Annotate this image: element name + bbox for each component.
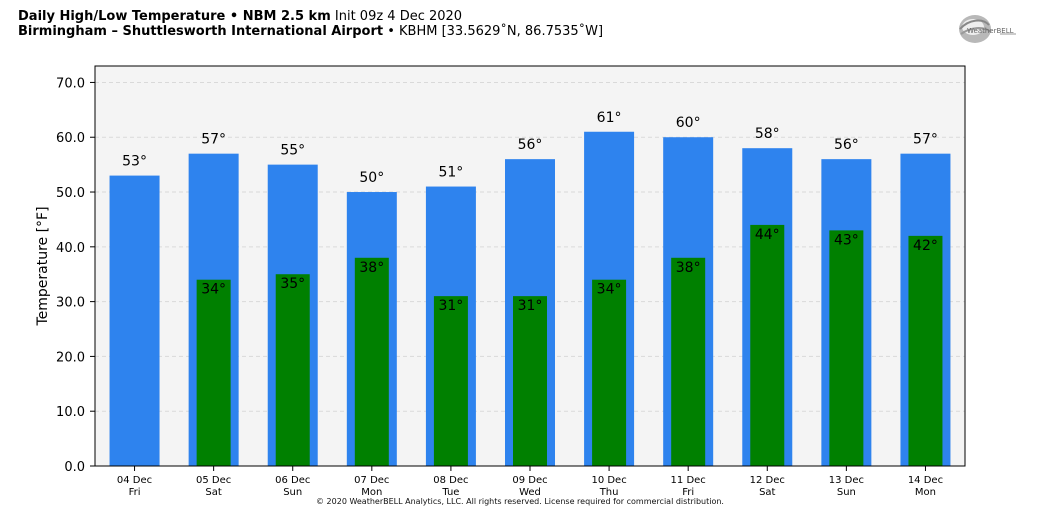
- bars: [109, 131, 951, 467]
- x-weekday-label: Wed: [519, 487, 541, 498]
- high-temp-label: 56°: [834, 137, 859, 153]
- chart-title: Daily High/Low Temperature • NBM 2.5 km: [18, 9, 331, 24]
- low-temp-bar: [829, 230, 864, 466]
- low-temp-label: 44°: [755, 227, 780, 243]
- x-date-label: 10 Dec: [591, 475, 626, 486]
- title-line: Daily High/Low Temperature • NBM 2.5 km …: [18, 9, 603, 24]
- low-temp-bar: [750, 224, 785, 466]
- low-temp-label: 34°: [597, 282, 622, 298]
- weatherbell-logo-mark: WeatherBELL: [959, 15, 1016, 43]
- x-date-label: 11 Dec: [671, 475, 706, 486]
- low-temp-bar: [196, 279, 231, 466]
- x-weekday-label: Mon: [361, 487, 382, 498]
- y-tick-label: 30.0: [56, 296, 85, 311]
- low-temp-bar: [433, 296, 468, 466]
- low-temp-label: 31°: [438, 298, 463, 314]
- y-tick-label: 20.0: [56, 350, 85, 365]
- y-tick-label: 50.0: [56, 186, 85, 201]
- high-temp-label: 57°: [201, 132, 226, 148]
- value-labels: 53° 57° 34° 55° 35° 50° 38° 51° 31° 56° 31° 61° 34° 6…: [122, 110, 938, 314]
- high-temp-bar: [109, 175, 160, 466]
- x-date-label: 08 Dec: [433, 475, 468, 486]
- high-temp-label: 55°: [280, 143, 305, 159]
- low-temp-bar: [275, 274, 310, 466]
- axes: 0.010.020.030.040.050.060.070.004 DecFri…: [56, 65, 966, 498]
- high-temp-label: 60°: [676, 115, 701, 131]
- x-weekday-label: Fri: [129, 487, 141, 498]
- x-date-label: 09 Dec: [512, 475, 547, 486]
- x-weekday-label: Thu: [599, 487, 619, 498]
- low-temp-label: 31°: [518, 298, 543, 314]
- x-date-label: 14 Dec: [908, 475, 943, 486]
- high-temp-label: 50°: [359, 170, 384, 186]
- high-temp-label: 58°: [755, 126, 780, 142]
- low-temp-bar: [908, 235, 943, 466]
- location-line: Birmingham – Shuttlesworth International…: [18, 24, 603, 39]
- low-temp-label: 38°: [676, 260, 701, 276]
- y-tick-label: 10.0: [56, 405, 85, 420]
- low-temp-bar: [513, 296, 547, 466]
- x-date-label: 13 Dec: [829, 475, 864, 486]
- low-temp-label: 38°: [359, 260, 384, 276]
- low-temp-label: 43°: [834, 232, 859, 248]
- x-date-label: 12 Dec: [750, 475, 785, 486]
- init-time: Init 09z 4 Dec 2020: [330, 9, 463, 24]
- high-temp-label: 56°: [518, 137, 543, 153]
- high-temp-label: 57°: [913, 132, 938, 148]
- y-tick-label: 0.0: [64, 460, 85, 475]
- x-weekday-label: Sun: [283, 487, 302, 498]
- x-date-label: 07 Dec: [354, 475, 389, 486]
- low-temp-bar: [354, 257, 389, 466]
- x-date-label: 04 Dec: [117, 475, 152, 486]
- logo-text: WeatherBELL: [967, 27, 1014, 35]
- copyright-notice: © 2020 WeatherBELL Analytics, LLC. All r…: [316, 497, 724, 506]
- low-temp-bar: [592, 279, 627, 466]
- low-temp-label: 35°: [280, 276, 305, 292]
- low-temp-label: 34°: [201, 282, 226, 298]
- plot-border: [94, 65, 966, 467]
- x-date-label: 05 Dec: [196, 475, 231, 486]
- y-tick-label: 70.0: [56, 76, 85, 91]
- low-temp-bar: [671, 257, 706, 466]
- x-weekday-label: Tue: [441, 487, 459, 498]
- high-temp-label: 51°: [438, 165, 463, 181]
- x-weekday-label: Mon: [915, 487, 936, 498]
- x-weekday-label: Sun: [837, 487, 856, 498]
- chart-header: Daily High/Low Temperature • NBM 2.5 km …: [18, 9, 603, 39]
- y-axis-title: Temperature [°F]: [35, 206, 51, 326]
- station-name: Birmingham – Shuttlesworth International…: [18, 24, 384, 39]
- x-date-label: 06 Dec: [275, 475, 310, 486]
- y-tick-label: 40.0: [56, 241, 85, 256]
- x-weekday-label: Sat: [759, 487, 775, 498]
- weatherbell-logo: WeatherBELL: [955, 12, 1019, 46]
- y-tick-label: 60.0: [56, 131, 85, 146]
- low-temp-label: 42°: [913, 238, 938, 254]
- high-temp-label: 53°: [122, 154, 147, 170]
- station-coordinates: • KBHM [33.5629˚N, 86.7535˚W]: [383, 24, 604, 39]
- x-weekday-label: Sat: [205, 487, 221, 498]
- x-weekday-label: Fri: [682, 487, 694, 498]
- high-temp-label: 61°: [597, 110, 622, 126]
